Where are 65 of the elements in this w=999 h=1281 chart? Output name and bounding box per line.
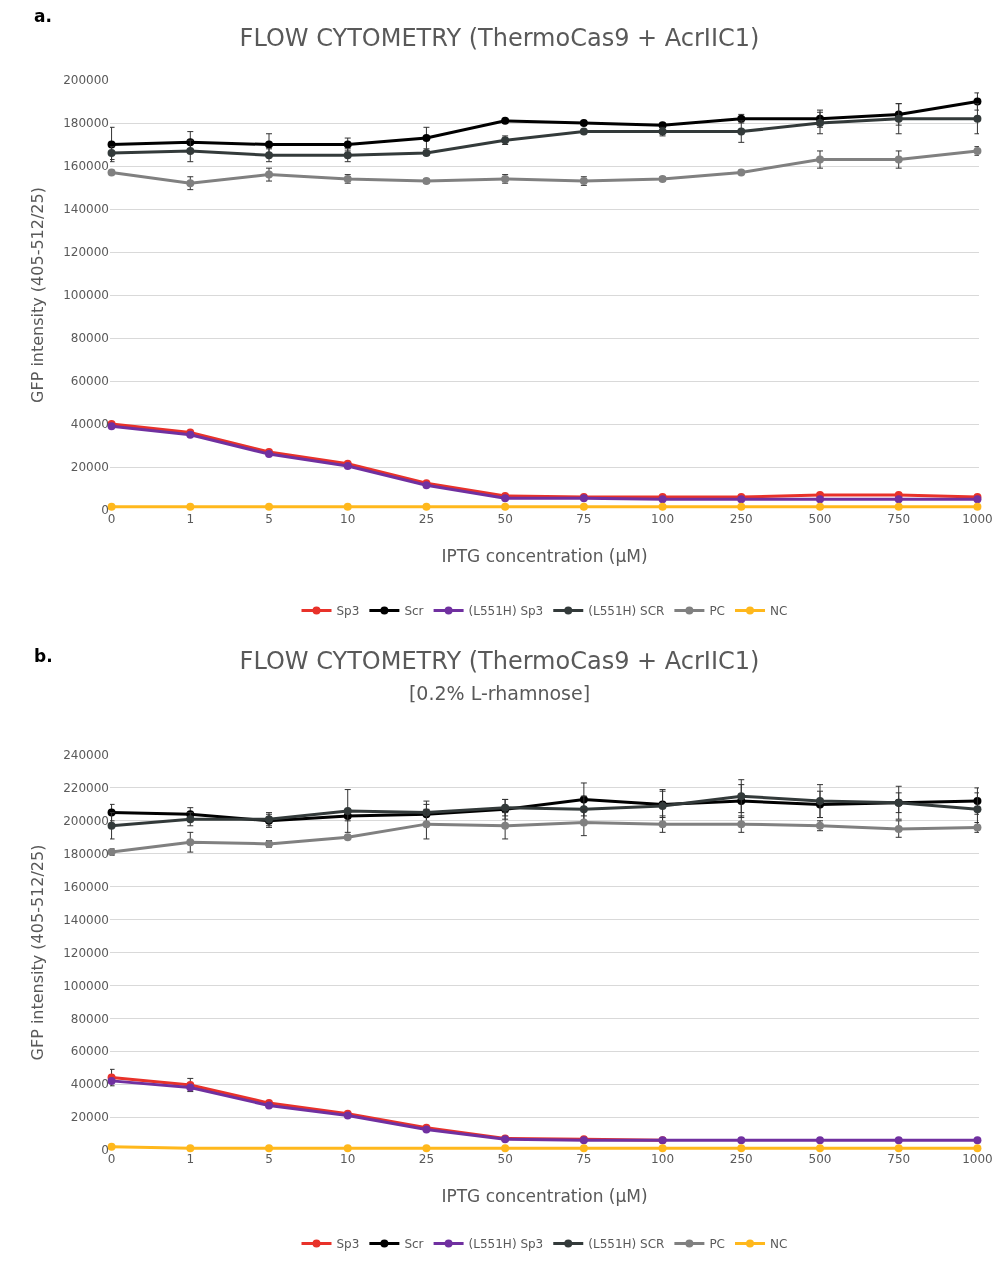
y-tick-label: 140000 [63, 912, 109, 927]
y-tick-label: 160000 [63, 879, 109, 894]
x-tick-label: 1000 [962, 512, 993, 526]
y-tick-label: 200000 [63, 814, 109, 829]
y-tick-label: 240000 [63, 748, 109, 763]
x-tick-label: 5 [265, 1152, 273, 1166]
y-axis-title: GFP intensity (405-512/25) [28, 844, 48, 1061]
x-tick-label: 100 [651, 1152, 675, 1166]
x-tick-label: 500 [808, 1152, 832, 1166]
y-tick-label: 60000 [70, 374, 109, 389]
x-tick-label: 500 [808, 512, 832, 526]
y-tick-label: 120000 [63, 245, 109, 260]
text: b. [34, 646, 53, 666]
y-tick-label: 100000 [63, 978, 109, 993]
chart-subtitle: [0.2% L-rhamnose] [408, 682, 591, 704]
legend-label: Sp3 [336, 604, 360, 619]
y-tick-label: 180000 [63, 846, 109, 861]
y-tick-label: 80000 [70, 331, 109, 346]
legend-label: PC [709, 1237, 726, 1252]
y-tick-label: 100000 [63, 288, 109, 303]
x-tick-label: 250 [729, 1152, 753, 1166]
legend-label: (L551H) SCR [588, 1237, 665, 1252]
x-tick-label: 25 [418, 1152, 435, 1166]
x-tick-label: 5 [265, 512, 273, 526]
y-tick-label: 200000 [63, 73, 109, 88]
legend-label: Scr [404, 604, 424, 619]
chart-title: FLOW CYTOMETRY (ThermoCas9 + AcrIIC1) [239, 646, 760, 675]
x-tick-label: 1000 [962, 1152, 993, 1166]
x-tick-label: 750 [887, 1152, 911, 1166]
legend-label: NC [770, 1237, 788, 1252]
x-tick-label: 250 [729, 512, 753, 526]
x-tick-label: 100 [651, 512, 675, 526]
y-axis-title: GFP intensity (405-512/25) [28, 187, 48, 403]
y-tick-label: 40000 [70, 417, 109, 432]
x-tick-label: 25 [418, 512, 435, 526]
x-tick-label: 75 [576, 1152, 592, 1166]
x-axis-title: IPTG concentration (µM) [441, 546, 648, 567]
x-tick-label: 1 [186, 512, 195, 526]
y-tick-label: 180000 [63, 116, 109, 131]
chart-title: FLOW CYTOMETRY (ThermoCas9 + AcrIIC1) [239, 23, 760, 52]
legend-label: PC [709, 604, 726, 619]
legend-label: Scr [404, 1237, 424, 1252]
legend-label: Sp3 [336, 1237, 360, 1252]
y-tick-label: 40000 [70, 1077, 109, 1092]
legend-label: (L551H) Sp3 [468, 604, 544, 619]
y-tick-label: 140000 [63, 202, 109, 217]
y-tick-label: 120000 [63, 945, 109, 960]
x-tick-label: 750 [887, 512, 911, 526]
x-tick-label: 50 [497, 512, 513, 526]
x-tick-label: 10 [340, 1152, 356, 1166]
x-tick-label: 1 [186, 1152, 195, 1166]
legend-label: NC [770, 604, 788, 619]
x-tick-label: 50 [497, 1152, 513, 1166]
x-tick-label: 75 [576, 512, 592, 526]
y-tick-label: 160000 [63, 159, 109, 174]
y-tick-label: 220000 [63, 781, 109, 796]
text: a. [34, 6, 52, 26]
y-tick-label: 60000 [70, 1044, 109, 1059]
x-axis-title: IPTG concentration (µM) [441, 1186, 648, 1207]
y-tick-label: 20000 [70, 1110, 109, 1125]
legend-label: (L551H) Sp3 [468, 1237, 544, 1252]
y-tick-label: 20000 [70, 460, 109, 475]
legend-label: (L551H) SCR [588, 604, 665, 619]
x-tick-label: 10 [340, 512, 356, 526]
y-tick-label: 80000 [70, 1011, 109, 1026]
